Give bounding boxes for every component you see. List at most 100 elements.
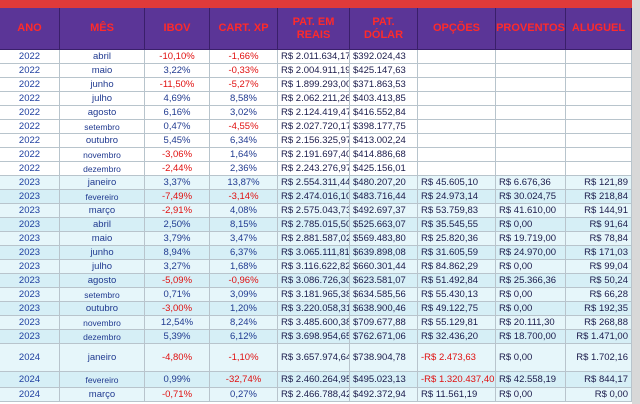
cell: R$ 3.220.058,31 (278, 302, 350, 316)
cell: R$ 0,00 (496, 218, 566, 232)
cell: maio (60, 64, 145, 78)
cell: -1,10% (210, 344, 278, 372)
cell (566, 64, 632, 78)
column-header: MÊS (60, 8, 145, 50)
cell (496, 106, 566, 120)
cell: R$ 2.460.264,95 (278, 372, 350, 388)
cell (418, 162, 496, 176)
cell (496, 50, 566, 64)
cell: $525.663,07 (350, 218, 418, 232)
cell: $709.677,88 (350, 316, 418, 330)
cell: 2023 (0, 330, 60, 344)
cell: 3,02% (210, 106, 278, 120)
cell: R$ 2.785.015,50 (278, 218, 350, 232)
cell: R$ 2.575.043,73 (278, 204, 350, 218)
cell: R$ 2.011.634,17 (278, 50, 350, 64)
cell (418, 50, 496, 64)
cell: -R$ 2.473,63 (418, 344, 496, 372)
cell: -R$ 1.320.437,40 (418, 372, 496, 388)
cell: 3,09% (210, 288, 278, 302)
cell: R$ 1.471,00 (566, 330, 632, 344)
cell: R$ 0,00 (496, 388, 566, 402)
cell (418, 78, 496, 92)
cell: R$ 31.605,59 (418, 246, 496, 260)
cell: agosto (60, 106, 145, 120)
cell: 2023 (0, 288, 60, 302)
cell: abril (60, 218, 145, 232)
cell: 12,54% (145, 316, 210, 330)
cell (418, 134, 496, 148)
cell: 8,58% (210, 92, 278, 106)
cell: R$ 42.558,19 (496, 372, 566, 388)
cell: R$ 32.436,20 (418, 330, 496, 344)
cell: 2023 (0, 246, 60, 260)
cell: 4,69% (145, 92, 210, 106)
cell (566, 50, 632, 64)
cell: R$ 3.086.726,30 (278, 274, 350, 288)
cell: R$ 171,03 (566, 246, 632, 260)
cell: outubro (60, 302, 145, 316)
cell: setembro (60, 120, 145, 134)
cell: -11,50% (145, 78, 210, 92)
cell: R$ 35.545,55 (418, 218, 496, 232)
cell: $492.697,37 (350, 204, 418, 218)
cell: 3,79% (145, 232, 210, 246)
cell: R$ 2.124.419,47 (278, 106, 350, 120)
cell: 2022 (0, 92, 60, 106)
cell: junho (60, 246, 145, 260)
cell: R$ 24.970,00 (496, 246, 566, 260)
cell: novembro (60, 148, 145, 162)
cell: R$ 2.027.720,17 (278, 120, 350, 134)
cell: -3,14% (210, 190, 278, 204)
cell: -2,44% (145, 162, 210, 176)
column-header: PAT. DÓLAR (350, 8, 418, 50)
cell (496, 162, 566, 176)
cell: R$ 49.122,75 (418, 302, 496, 316)
cell: maio (60, 232, 145, 246)
cell: $738.904,78 (350, 344, 418, 372)
cell: R$ 121,89 (566, 176, 632, 190)
cell: 2023 (0, 274, 60, 288)
cell: R$ 192,35 (566, 302, 632, 316)
cell (566, 148, 632, 162)
cell: R$ 25.820,36 (418, 232, 496, 246)
cell: janeiro (60, 344, 145, 372)
cell: R$ 218,84 (566, 190, 632, 204)
cell: R$ 66,28 (566, 288, 632, 302)
cell: -2,91% (145, 204, 210, 218)
cell: $634.585,56 (350, 288, 418, 302)
cell: -0,96% (210, 274, 278, 288)
column-header: ANO (0, 8, 60, 50)
cell: agosto (60, 274, 145, 288)
cell: 0,99% (145, 372, 210, 388)
cell: março (60, 204, 145, 218)
cell: R$ 19.719,00 (496, 232, 566, 246)
cell: 8,94% (145, 246, 210, 260)
cell: 0,27% (210, 388, 278, 402)
cell: $623.581,07 (350, 274, 418, 288)
cell: setembro (60, 288, 145, 302)
cell: R$ 24.973,14 (418, 190, 496, 204)
cell: dezembro (60, 330, 145, 344)
column-header: PAT. EM REAIS (278, 8, 350, 50)
cell: R$ 268,88 (566, 316, 632, 330)
cell: R$ 25.366,36 (496, 274, 566, 288)
cell (496, 92, 566, 106)
cell: R$ 0,00 (496, 288, 566, 302)
cell: dezembro (60, 162, 145, 176)
cell: 2023 (0, 302, 60, 316)
cell: R$ 0,00 (496, 260, 566, 274)
cell: janeiro (60, 176, 145, 190)
cell: R$ 20.111,30 (496, 316, 566, 330)
cell: 0,71% (145, 288, 210, 302)
cell: fevereiro (60, 190, 145, 204)
cell: -1,66% (210, 50, 278, 64)
cell (566, 162, 632, 176)
cell: R$ 84.862,29 (418, 260, 496, 274)
cell: R$ 144,91 (566, 204, 632, 218)
cell: R$ 2.474.016,10 (278, 190, 350, 204)
cell: -5,09% (145, 274, 210, 288)
cell: $414.886,68 (350, 148, 418, 162)
cell: 3,37% (145, 176, 210, 190)
